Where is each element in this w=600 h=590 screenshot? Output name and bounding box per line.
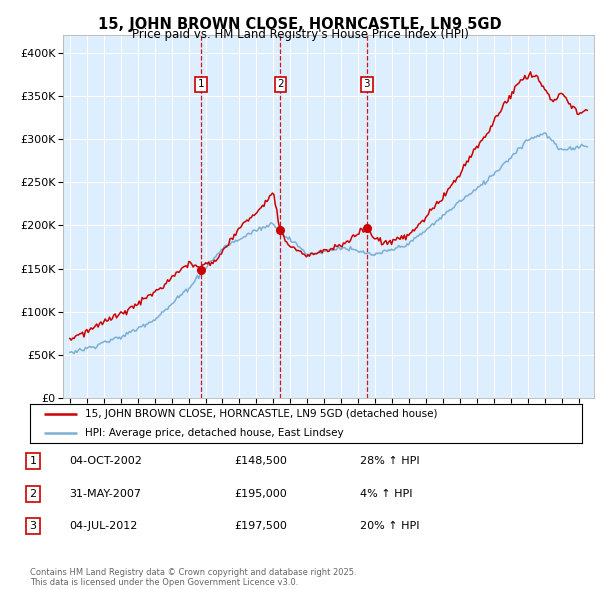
Text: Contains HM Land Registry data © Crown copyright and database right 2025.
This d: Contains HM Land Registry data © Crown c… bbox=[30, 568, 356, 587]
Text: HPI: Average price, detached house, East Lindsey: HPI: Average price, detached house, East… bbox=[85, 428, 344, 438]
Text: 20% ↑ HPI: 20% ↑ HPI bbox=[360, 522, 419, 531]
Text: £195,000: £195,000 bbox=[234, 489, 287, 499]
Text: 15, JOHN BROWN CLOSE, HORNCASTLE, LN9 5GD (detached house): 15, JOHN BROWN CLOSE, HORNCASTLE, LN9 5G… bbox=[85, 409, 438, 419]
Text: 15, JOHN BROWN CLOSE, HORNCASTLE, LN9 5GD: 15, JOHN BROWN CLOSE, HORNCASTLE, LN9 5G… bbox=[98, 17, 502, 31]
Text: Price paid vs. HM Land Registry's House Price Index (HPI): Price paid vs. HM Land Registry's House … bbox=[131, 28, 469, 41]
Text: 4% ↑ HPI: 4% ↑ HPI bbox=[360, 489, 413, 499]
Text: 3: 3 bbox=[364, 80, 370, 89]
Text: 31-MAY-2007: 31-MAY-2007 bbox=[69, 489, 141, 499]
Text: 1: 1 bbox=[29, 457, 37, 466]
Text: 1: 1 bbox=[198, 80, 205, 89]
Text: 04-JUL-2012: 04-JUL-2012 bbox=[69, 522, 137, 531]
Text: 2: 2 bbox=[29, 489, 37, 499]
Text: 04-OCT-2002: 04-OCT-2002 bbox=[69, 457, 142, 466]
Text: £197,500: £197,500 bbox=[234, 522, 287, 531]
Text: 28% ↑ HPI: 28% ↑ HPI bbox=[360, 457, 419, 466]
Text: 3: 3 bbox=[29, 522, 37, 531]
Text: £148,500: £148,500 bbox=[234, 457, 287, 466]
Text: 2: 2 bbox=[277, 80, 284, 89]
